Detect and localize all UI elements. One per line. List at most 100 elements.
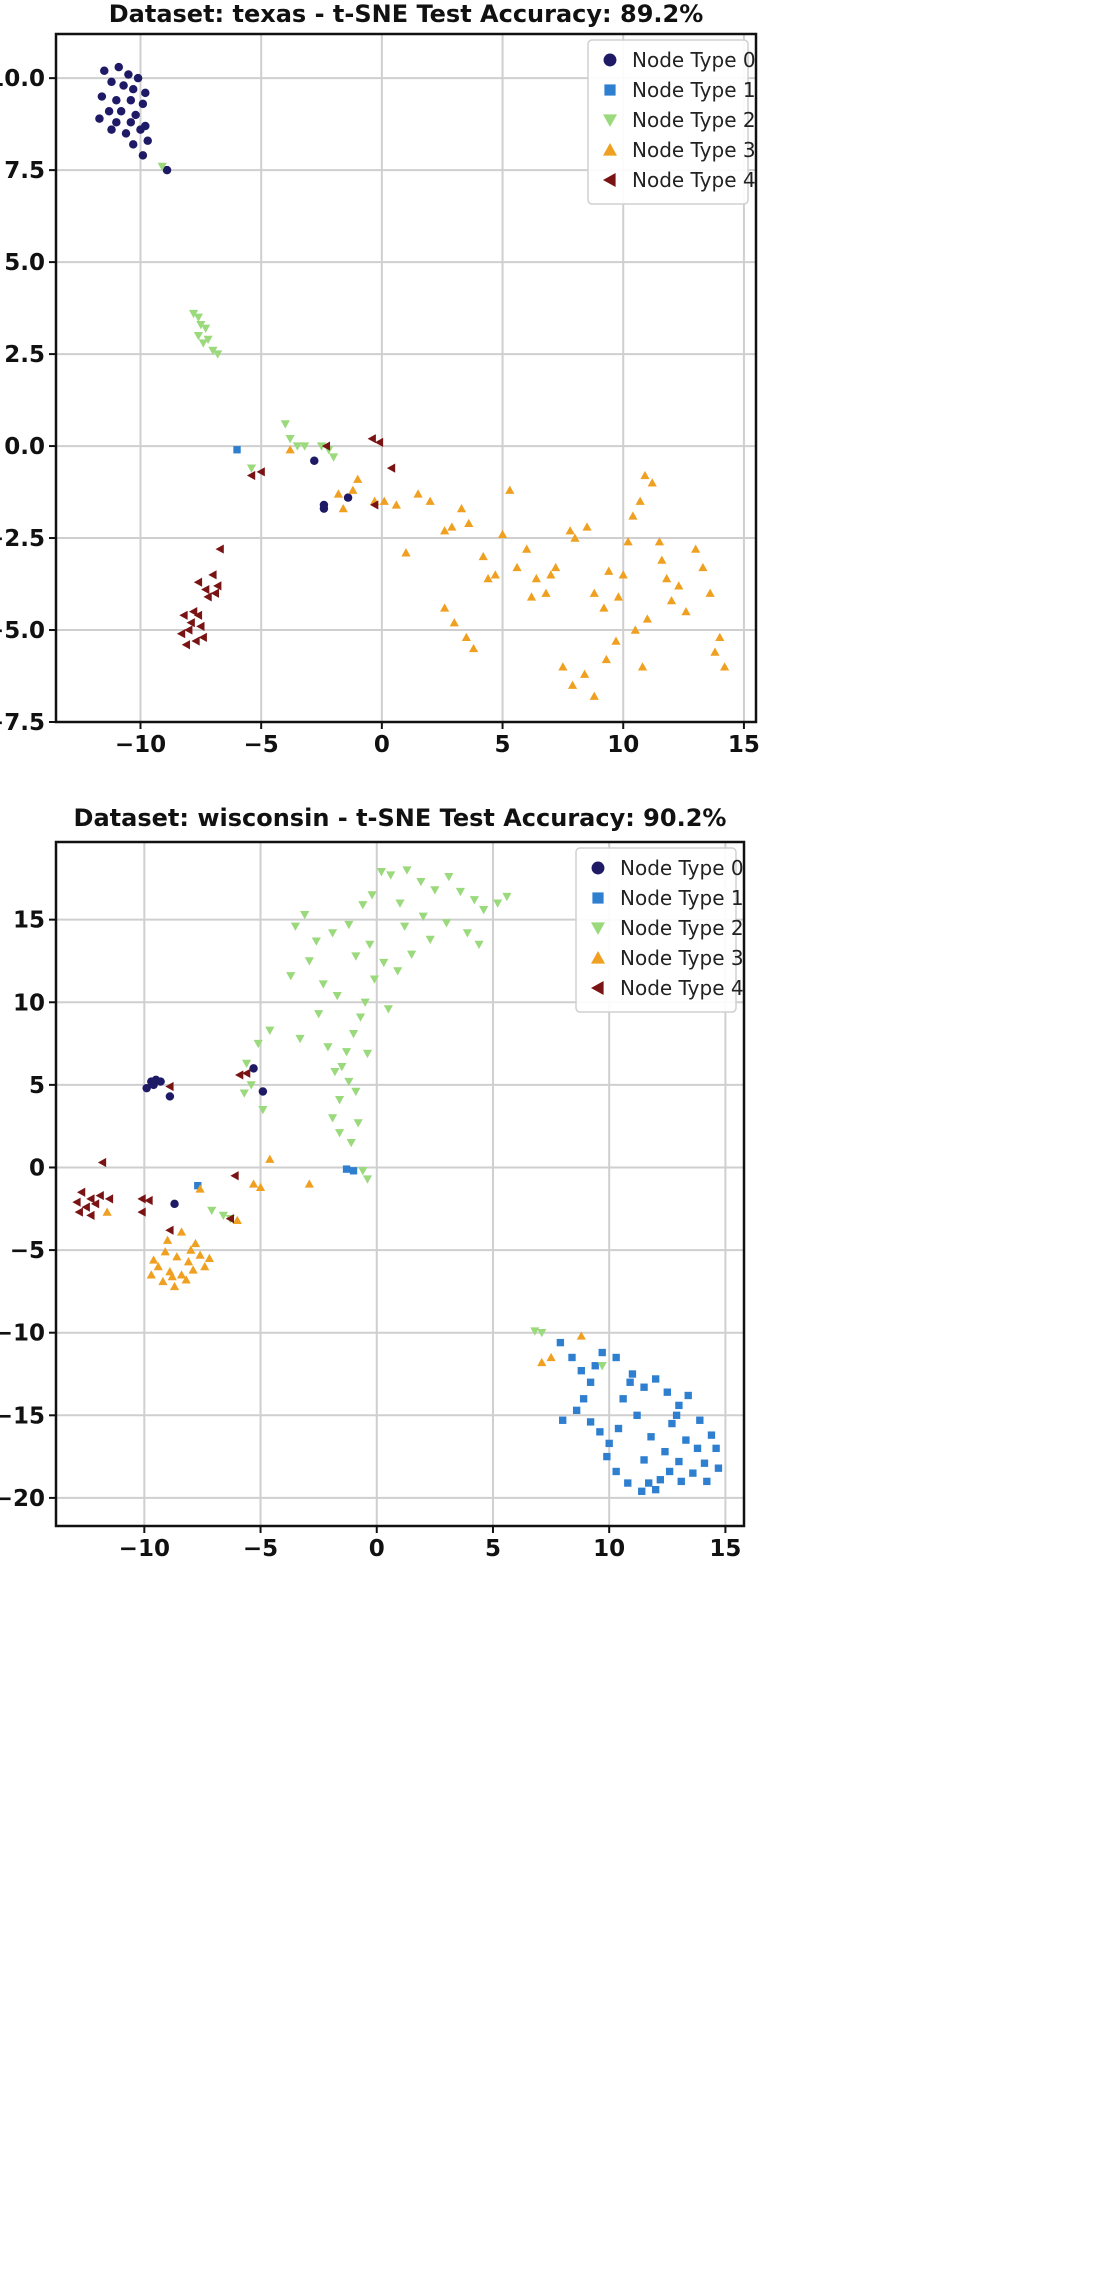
data-point	[333, 489, 344, 498]
legend-marker	[603, 143, 617, 156]
data-point	[348, 485, 358, 494]
legend: Node Type 0 Node Type 1 Node Type 2 Node Ty…	[575, 847, 744, 1013]
legend-marker	[592, 892, 604, 904]
data-point	[599, 603, 609, 612]
data-point	[149, 1255, 159, 1264]
data-point	[677, 1477, 685, 1486]
x-tick-label: 0	[369, 1536, 385, 1562]
data-point	[663, 1388, 671, 1396]
data-point	[551, 562, 561, 572]
data-point	[675, 1401, 683, 1410]
data-point	[541, 588, 551, 597]
data-point	[623, 537, 633, 546]
data-point	[116, 107, 126, 116]
data-point	[367, 891, 377, 900]
y-tick-label: 5	[29, 1073, 45, 1099]
data-point	[100, 66, 109, 76]
data-point	[225, 1214, 235, 1224]
data-point	[522, 544, 532, 553]
y-tick-label: −20	[0, 1486, 45, 1512]
data-point	[239, 1089, 249, 1098]
legend-label: Node Type 3	[632, 138, 756, 162]
data-point	[188, 309, 199, 319]
data-point	[693, 1444, 702, 1453]
legend-label: Node Type 0	[620, 856, 744, 880]
data-point	[440, 526, 450, 535]
data-point	[565, 526, 575, 535]
data-point	[447, 522, 457, 531]
data-point	[232, 1215, 242, 1225]
data-point	[107, 125, 116, 134]
data-point	[461, 632, 471, 642]
data-point	[181, 1275, 191, 1284]
data-point	[172, 1252, 182, 1261]
x-tick-label: −5	[243, 1536, 278, 1562]
series-node-type-4	[176, 434, 396, 650]
data-point	[198, 632, 207, 642]
legend-entry-node-type-4: Node Type 4	[591, 976, 744, 1000]
data-point	[391, 500, 401, 509]
x-tick-label: 15	[728, 732, 760, 758]
data-point	[144, 1195, 153, 1206]
data-point	[351, 952, 361, 961]
data-point	[668, 1419, 676, 1428]
data-point	[198, 339, 208, 348]
legend: Node Type 0 Node Type 1 Node Type 2 Node Ty…	[587, 39, 756, 205]
data-point	[558, 662, 568, 671]
data-point	[246, 1081, 256, 1090]
data-point	[255, 1182, 266, 1191]
data-point	[176, 1270, 187, 1279]
chart-title: Dataset: wisconsin - t-SNE Test Accuracy…	[74, 804, 727, 832]
data-point	[640, 1456, 648, 1464]
data-point	[141, 88, 150, 98]
data-point	[490, 570, 500, 579]
legend-label: Node Type 0	[632, 48, 756, 72]
data-point	[341, 1048, 352, 1057]
data-point	[107, 77, 116, 87]
data-point	[253, 1039, 263, 1049]
data-point	[576, 1331, 586, 1340]
data-point	[651, 1375, 660, 1383]
legend-entry-node-type-0: Node Type 0	[603, 48, 756, 72]
data-point	[355, 1013, 366, 1022]
data-point	[318, 980, 328, 989]
data-point	[462, 929, 473, 938]
legend-entry-node-type-3: Node Type 3	[603, 138, 756, 162]
data-point	[193, 577, 203, 587]
data-point	[311, 937, 321, 946]
legend-box	[587, 39, 749, 205]
data-point	[681, 607, 691, 616]
data-point	[710, 647, 720, 656]
data-point	[640, 1383, 648, 1391]
data-point	[531, 573, 541, 583]
data-point	[618, 570, 628, 579]
data-point	[112, 95, 121, 105]
data-point	[598, 1348, 606, 1357]
x-tick-label: 15	[709, 1536, 741, 1562]
data-point	[196, 320, 206, 330]
data-point	[72, 1197, 81, 1207]
data-point	[181, 640, 191, 650]
data-point	[249, 1064, 258, 1073]
data-point	[425, 935, 435, 945]
x-tick-label: 5	[485, 1536, 501, 1562]
data-point	[265, 1026, 275, 1035]
data-point	[265, 1154, 275, 1163]
data-point	[635, 496, 645, 505]
data-point	[682, 1436, 690, 1444]
data-point	[169, 1281, 180, 1291]
data-point	[661, 1447, 669, 1456]
x-tick-label: −10	[115, 732, 166, 758]
data-point	[505, 485, 515, 494]
data-point	[672, 1411, 681, 1419]
data-point	[162, 1235, 173, 1244]
legend-label: Node Type 2	[632, 108, 756, 132]
data-point	[642, 614, 652, 623]
data-point	[156, 1077, 165, 1086]
data-point	[142, 1083, 151, 1093]
data-point	[160, 1247, 170, 1256]
data-point	[603, 1452, 611, 1461]
legend-marker	[603, 114, 617, 127]
data-point	[612, 1467, 620, 1476]
data-point	[143, 136, 152, 145]
